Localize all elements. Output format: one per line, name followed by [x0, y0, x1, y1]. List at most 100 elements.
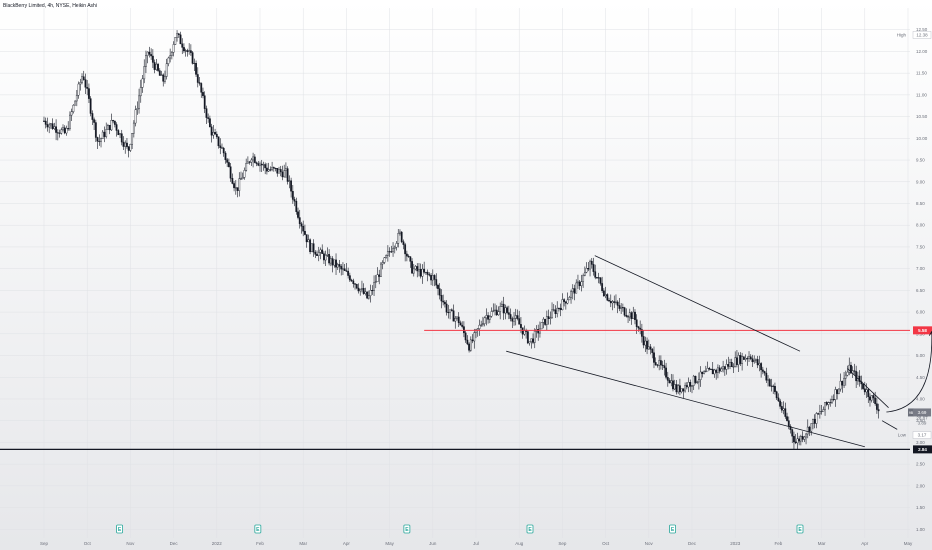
candle-body [748, 356, 750, 359]
event-marker[interactable] [796, 524, 804, 534]
candle-body [269, 169, 272, 171]
candle-body [139, 87, 142, 97]
candle-body [561, 299, 564, 311]
candle-body [620, 307, 623, 309]
candle-body [172, 44, 175, 53]
candle-body [611, 301, 614, 304]
candle-body [680, 388, 683, 393]
candle-body [630, 312, 633, 319]
candle-body [189, 50, 192, 53]
candle-body [153, 62, 156, 70]
candle-body [646, 340, 648, 350]
candle-body [621, 307, 624, 309]
candle-body [551, 309, 553, 319]
candle-body [238, 178, 241, 191]
candle-body [801, 436, 804, 440]
y-tick-label: 11.00 [916, 92, 927, 97]
candle-body [108, 125, 111, 131]
candle-body [558, 307, 560, 309]
x-tick-label: Dec [688, 541, 697, 546]
candle-body [658, 360, 661, 366]
candle-body [260, 163, 263, 166]
candle-body [98, 141, 101, 143]
candle-body [103, 131, 106, 137]
candle-body [447, 312, 450, 314]
candle-body [682, 388, 685, 392]
candle-body [364, 291, 367, 294]
candle-body [653, 352, 655, 363]
candle-body [532, 338, 534, 343]
candle-body [51, 123, 54, 129]
y-tick-label: 1.50 [916, 505, 925, 510]
high-label: High [897, 32, 907, 37]
candle-body [625, 315, 628, 317]
candle-body [424, 271, 427, 273]
candle-body [780, 406, 783, 411]
x-tick-label: 2022 [212, 541, 223, 546]
candle-body [490, 311, 493, 317]
candle-body [756, 359, 759, 366]
event-marker[interactable] [403, 524, 411, 534]
candle-body [841, 380, 844, 386]
trendline[interactable] [594, 255, 801, 352]
candle-body [473, 332, 476, 342]
x-tick-label: May [385, 541, 394, 546]
candle-body [592, 264, 595, 272]
candle-body [150, 54, 153, 57]
candle-body [271, 167, 273, 170]
candle-body [691, 385, 693, 387]
candle-body [730, 362, 733, 367]
candle-body [796, 438, 799, 444]
x-tick-label: Feb [775, 541, 783, 546]
candle-body [862, 383, 864, 389]
candle-body [390, 251, 393, 253]
candle-body [685, 385, 688, 388]
candle-body [478, 324, 481, 329]
candle-body [575, 282, 578, 294]
candle-body [376, 274, 379, 283]
candle-body [770, 385, 773, 387]
trendline[interactable] [847, 368, 889, 408]
candle-body [528, 341, 531, 344]
candle-body [226, 159, 229, 163]
candle-body [539, 328, 541, 334]
candle-body [259, 163, 261, 166]
candle-body [755, 359, 757, 361]
candle-body [568, 297, 571, 301]
trendline[interactable] [506, 350, 865, 448]
candle-body [647, 346, 650, 350]
event-marker[interactable] [526, 524, 534, 534]
candle-body [540, 322, 543, 330]
candle-body [224, 152, 227, 160]
candle-body [188, 50, 191, 52]
candle-body [751, 358, 754, 363]
y-tick-label: 3.50 [916, 418, 925, 423]
event-marker[interactable] [116, 524, 123, 534]
candle-body [563, 299, 566, 302]
candle-body [193, 63, 196, 65]
candle-body [452, 310, 455, 322]
candle-body [409, 256, 412, 262]
candle-body [46, 124, 49, 128]
candle-body [482, 323, 484, 326]
projection-curve[interactable] [886, 331, 932, 413]
event-marker[interactable] [669, 524, 676, 534]
candle-body [366, 291, 369, 299]
candle-body [155, 63, 158, 70]
chart-title: BlackBerry Limited, 4h, NYSE, Heikin Ash… [3, 3, 97, 9]
trendline[interactable] [881, 420, 898, 430]
candle-body [673, 384, 676, 390]
candle-body [338, 264, 341, 267]
candle-body [640, 329, 643, 337]
event-marker[interactable] [254, 524, 262, 534]
candle-body [468, 343, 470, 351]
high-value-tag [912, 31, 932, 39]
candle-body [392, 248, 394, 252]
event-marker-label: E [405, 527, 409, 533]
candle-body [677, 385, 680, 393]
candle-body [552, 309, 555, 311]
candle-body [559, 307, 562, 311]
candle-body [333, 259, 336, 266]
